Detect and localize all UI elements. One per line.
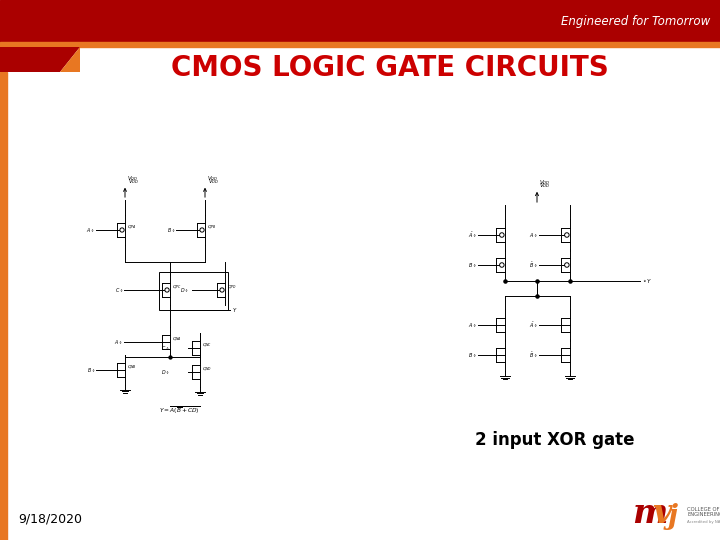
Text: $Q_{NA}$: $Q_{NA}$ bbox=[172, 335, 182, 342]
Text: $\bar{A}\circ$: $\bar{A}\circ$ bbox=[529, 321, 538, 329]
Polygon shape bbox=[60, 47, 80, 72]
Text: $A\circ$: $A\circ$ bbox=[86, 226, 95, 234]
Bar bbox=[0, 72, 7, 540]
Text: $B\circ$: $B\circ$ bbox=[86, 366, 95, 374]
Bar bbox=[0, 42, 720, 47]
Text: $Q_{PA}$: $Q_{PA}$ bbox=[127, 224, 136, 231]
Text: $D\circ$: $D\circ$ bbox=[180, 286, 189, 294]
Text: COLLEGE OF
ENGINEERING: COLLEGE OF ENGINEERING bbox=[687, 507, 720, 517]
Text: $\bar{B}\circ$: $\bar{B}\circ$ bbox=[529, 350, 538, 360]
Text: m: m bbox=[632, 497, 667, 530]
Text: $B\circ$: $B\circ$ bbox=[468, 351, 477, 359]
Text: $V_{DD}$: $V_{DD}$ bbox=[539, 178, 551, 187]
Text: $\circ\,Y$: $\circ\,Y$ bbox=[642, 277, 652, 285]
Text: $Q_{NC}$: $Q_{NC}$ bbox=[202, 341, 212, 349]
Text: $Y$: $Y$ bbox=[232, 306, 238, 314]
Text: $D\circ$: $D\circ$ bbox=[161, 368, 169, 376]
Text: $B\circ$: $B\circ$ bbox=[468, 261, 477, 269]
Text: $Q_{NB}$: $Q_{NB}$ bbox=[127, 363, 137, 370]
Text: Accredited by NAAC: Accredited by NAAC bbox=[687, 520, 720, 524]
Text: $Q_{ND}$: $Q_{ND}$ bbox=[202, 366, 212, 373]
Text: $V_{DD}$: $V_{DD}$ bbox=[207, 174, 218, 183]
Text: j: j bbox=[668, 503, 678, 530]
Text: $C\circ$: $C\circ$ bbox=[161, 344, 169, 352]
Text: $Y = \overline{A(\overline{B} + CD)}$: $Y = \overline{A(\overline{B} + CD)}$ bbox=[159, 404, 201, 416]
Text: $C\circ$: $C\circ$ bbox=[114, 286, 123, 294]
Polygon shape bbox=[0, 47, 80, 72]
Text: $A\circ$: $A\circ$ bbox=[468, 321, 477, 329]
Text: $V_{DD}$: $V_{DD}$ bbox=[127, 174, 138, 183]
Text: 9/18/2020: 9/18/2020 bbox=[18, 512, 82, 525]
Text: $A\circ$: $A\circ$ bbox=[529, 231, 538, 239]
Text: $V_{DD}$: $V_{DD}$ bbox=[539, 181, 551, 190]
Text: CMOS LOGIC GATE CIRCUITS: CMOS LOGIC GATE CIRCUITS bbox=[171, 54, 609, 82]
Text: $V_{DD}$: $V_{DD}$ bbox=[208, 177, 219, 186]
Text: $V_{DD}$: $V_{DD}$ bbox=[128, 177, 139, 186]
Bar bbox=[0, 0, 720, 42]
Text: $Q_{PC}$: $Q_{PC}$ bbox=[172, 284, 181, 291]
Bar bbox=[158, 272, 228, 310]
Text: 2 input XOR gate: 2 input XOR gate bbox=[475, 431, 635, 449]
Text: Engineered for Tomorrow: Engineered for Tomorrow bbox=[561, 15, 710, 28]
Text: v: v bbox=[652, 497, 671, 530]
Text: $Q_{PB}$: $Q_{PB}$ bbox=[207, 224, 217, 231]
Text: $Q_{PD}$: $Q_{PD}$ bbox=[227, 284, 237, 291]
Text: $\bar{B}\circ$: $\bar{B}\circ$ bbox=[529, 260, 538, 269]
Text: $\bar{A}\circ$: $\bar{A}\circ$ bbox=[468, 231, 477, 240]
Text: $B\circ$: $B\circ$ bbox=[166, 226, 175, 234]
Text: $A\circ$: $A\circ$ bbox=[114, 338, 123, 346]
